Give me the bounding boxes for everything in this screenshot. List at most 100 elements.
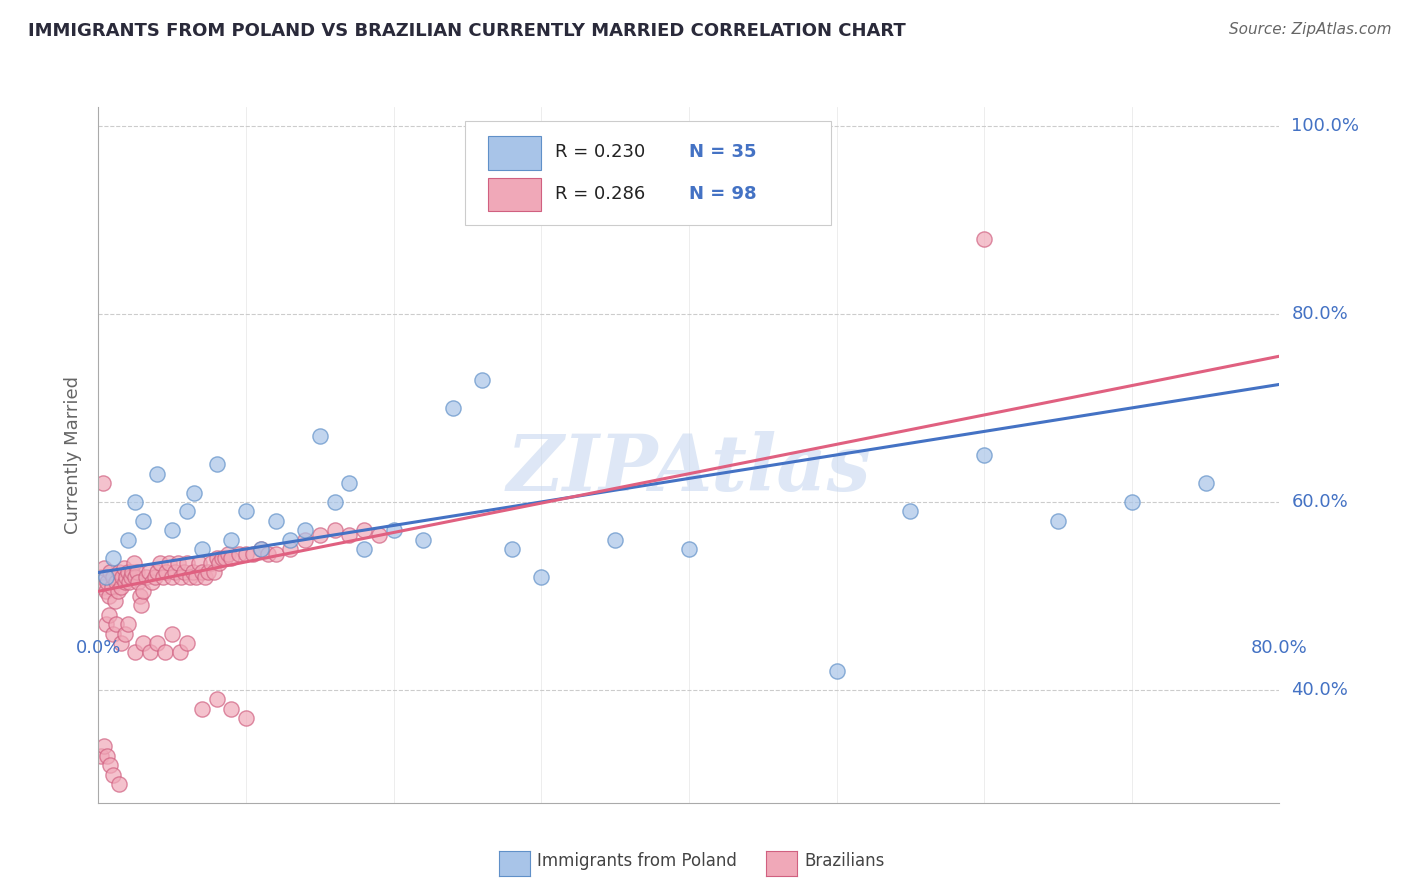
Point	[146, 566, 169, 580]
Point	[124, 495, 146, 509]
Point	[278, 541, 302, 556]
FancyBboxPatch shape	[488, 136, 541, 169]
Text: 100.0%: 100.0%	[1291, 117, 1360, 135]
Point	[132, 584, 155, 599]
Point	[108, 777, 131, 791]
Point	[94, 570, 117, 584]
Point	[228, 547, 250, 561]
Point	[219, 551, 242, 566]
Point	[93, 739, 115, 754]
Point	[278, 533, 302, 547]
Text: R = 0.230: R = 0.230	[555, 144, 645, 161]
Point	[103, 626, 125, 640]
Point	[103, 551, 125, 566]
Point	[294, 523, 316, 537]
Point	[1195, 476, 1218, 491]
Text: R = 0.286: R = 0.286	[555, 185, 645, 203]
Point	[141, 574, 163, 589]
Text: 60.0%: 60.0%	[1291, 493, 1348, 511]
Point	[179, 570, 201, 584]
Point	[264, 547, 287, 561]
Point	[117, 617, 139, 632]
Point	[146, 467, 169, 481]
Point	[143, 570, 166, 584]
Point	[165, 566, 187, 580]
Text: IMMIGRANTS FROM POLAND VS BRAZILIAN CURRENTLY MARRIED CORRELATION CHART: IMMIGRANTS FROM POLAND VS BRAZILIAN CURR…	[28, 22, 905, 40]
Point	[1046, 514, 1069, 528]
Point	[184, 570, 207, 584]
Point	[309, 429, 332, 443]
Point	[111, 570, 134, 584]
FancyBboxPatch shape	[488, 178, 541, 211]
Point	[176, 556, 198, 570]
Point	[205, 692, 228, 706]
Point	[97, 589, 120, 603]
Point	[242, 547, 264, 561]
Point	[202, 566, 225, 580]
Text: Brazilians: Brazilians	[804, 852, 884, 870]
Point	[235, 547, 257, 561]
Point	[825, 664, 848, 678]
Point	[197, 566, 219, 580]
Point	[337, 476, 360, 491]
Point	[1121, 495, 1143, 509]
Text: Source: ZipAtlas.com: Source: ZipAtlas.com	[1229, 22, 1392, 37]
Point	[108, 566, 131, 580]
Point	[112, 560, 135, 574]
Text: N = 98: N = 98	[689, 185, 756, 203]
Text: 80.0%: 80.0%	[1251, 640, 1308, 657]
Point	[122, 556, 145, 570]
Point	[382, 523, 405, 537]
Point	[200, 556, 222, 570]
Point	[129, 599, 152, 613]
Point	[132, 636, 155, 650]
Point	[170, 570, 193, 584]
Point	[337, 528, 360, 542]
Point	[114, 626, 136, 640]
Point	[973, 448, 995, 462]
Point	[162, 570, 183, 584]
Point	[211, 551, 233, 566]
Point	[194, 570, 217, 584]
Point	[125, 566, 148, 580]
Point	[124, 645, 146, 659]
Point	[214, 551, 236, 566]
Point	[412, 533, 434, 547]
Point	[235, 711, 257, 725]
Point	[98, 758, 121, 772]
Point	[605, 533, 627, 547]
Point	[117, 566, 139, 580]
Point	[105, 574, 128, 589]
Point	[257, 547, 280, 561]
Point	[93, 560, 115, 574]
Point	[167, 556, 190, 570]
Point	[146, 636, 169, 650]
Point	[155, 566, 177, 580]
Point	[90, 748, 112, 763]
Point	[138, 566, 160, 580]
Point	[217, 547, 239, 561]
Point	[153, 645, 176, 659]
Point	[176, 504, 198, 518]
Point	[121, 566, 143, 580]
Point	[530, 570, 553, 584]
Point	[176, 636, 198, 650]
Point	[309, 528, 332, 542]
Point	[132, 514, 155, 528]
Point	[103, 767, 125, 781]
Point	[353, 541, 375, 556]
Text: 0.0%: 0.0%	[76, 640, 121, 657]
Point	[139, 645, 162, 659]
Point	[117, 533, 139, 547]
Text: 40.0%: 40.0%	[1291, 681, 1348, 699]
Point	[91, 476, 114, 491]
Point	[191, 541, 214, 556]
Point	[900, 504, 922, 518]
Point	[110, 636, 132, 650]
Point	[294, 533, 316, 547]
Point	[152, 570, 174, 584]
Point	[97, 607, 120, 622]
Point	[973, 232, 995, 246]
Point	[219, 702, 242, 716]
Point	[219, 533, 242, 547]
